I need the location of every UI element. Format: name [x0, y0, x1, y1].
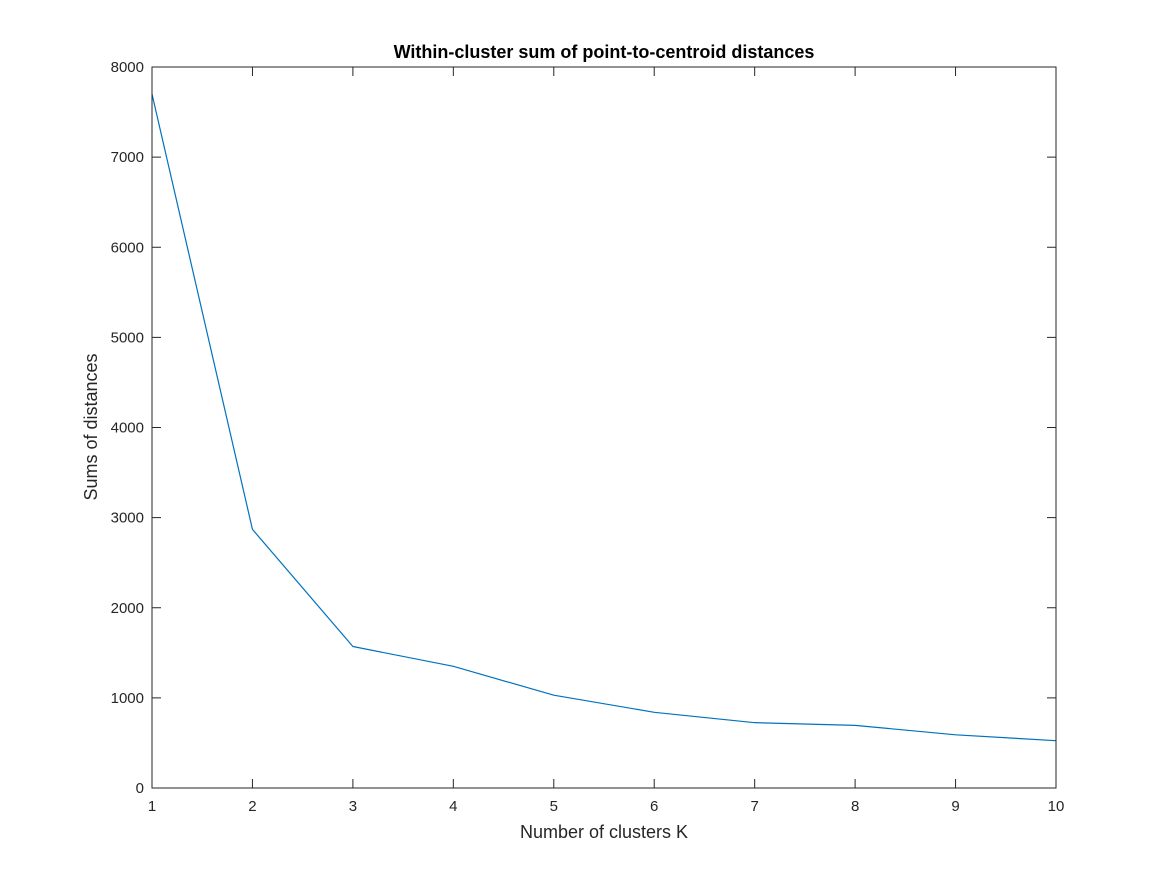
y-tick-label: 2000 [111, 600, 144, 617]
axes-box [151, 66, 1057, 789]
y-tick-label: 6000 [111, 239, 144, 256]
x-tick-label: 7 [750, 798, 758, 815]
series-line [151, 93, 1057, 742]
x-tick-label: 6 [650, 798, 658, 815]
y-tick-label: 0 [136, 780, 144, 797]
x-tick-labels: 1 2 3 4 5 6 7 8 9 10 [148, 798, 1065, 815]
y-tick-labels: 0 1000 2000 3000 4000 5000 6000 7000 8000 [111, 59, 144, 797]
plot-area [152, 67, 1056, 788]
y-tick-label: 4000 [111, 420, 144, 437]
x-tick-label: 1 [148, 798, 156, 815]
x-tick-label: 9 [951, 798, 959, 815]
x-tick-label: 2 [248, 798, 256, 815]
y-tick-label: 5000 [111, 329, 144, 346]
x-tick-label: 3 [349, 798, 357, 815]
x-tick-label: 8 [851, 798, 859, 815]
x-tick-label: 4 [449, 798, 457, 815]
y-tick-label: 8000 [111, 59, 144, 76]
y-tick-label: 1000 [111, 690, 144, 707]
x-tick-label: 5 [550, 798, 558, 815]
chart-title: Within-cluster sum of point-to-centroid … [394, 42, 815, 62]
series-group [151, 93, 1057, 742]
x-axis-title: Number of clusters K [520, 822, 688, 842]
y-tick-label: 7000 [111, 149, 144, 166]
x-tick-label: 10 [1048, 798, 1065, 815]
y-tick-label: 3000 [111, 510, 144, 527]
y-axis-title: Sums of distances [81, 353, 101, 500]
